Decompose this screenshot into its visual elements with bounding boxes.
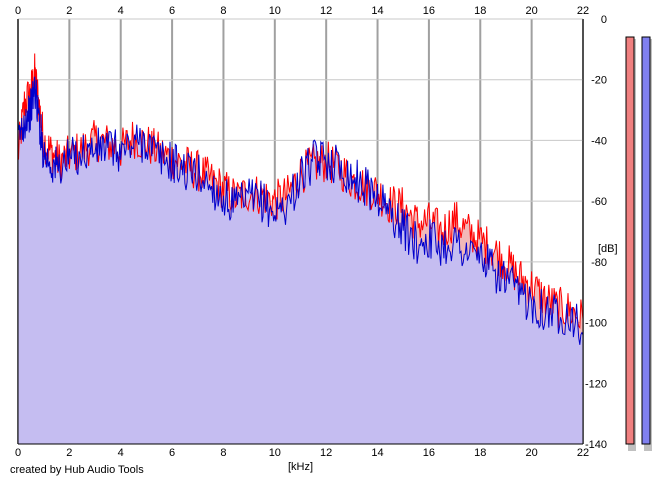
x-tick-label-top: 8 — [220, 5, 226, 17]
level-meter-bar — [625, 36, 635, 445]
x-tick-label-top: 4 — [118, 5, 124, 17]
chart-axes — [17, 19, 584, 445]
x-tick-label-top: 10 — [269, 5, 281, 17]
x-tick-label-top: 18 — [474, 5, 486, 17]
x-tick-labels-bottom: 0 2 4 6 8 10 12 14 16 18 20 22 — [15, 447, 589, 459]
x-tick-label-bottom: 14 — [371, 447, 383, 459]
spectrum-line-2 — [17, 76, 584, 345]
y-tick-label: -80 — [591, 257, 607, 269]
y-tick-label: 0 — [601, 14, 607, 26]
x-tick-labels-top: 0 2 4 6 8 10 12 14 16 18 20 22 — [15, 5, 589, 17]
x-tick-label-bottom: 10 — [269, 447, 281, 459]
spectrum-areas — [18, 53, 583, 445]
x-tick-label-bottom: 6 — [169, 447, 175, 459]
x-tick-label-top: 0 — [15, 5, 21, 17]
y-tick-label: -20 — [591, 75, 607, 87]
x-tick-label-bottom: 16 — [423, 447, 435, 459]
x-tick-label-bottom: 0 — [15, 447, 21, 459]
y-axis-label: [dB] — [598, 243, 618, 255]
x-tick-label-bottom: 18 — [474, 447, 486, 459]
x-tick-label-bottom: 4 — [118, 447, 124, 459]
y-tick-label: -140 — [585, 439, 607, 451]
x-tick-label-bottom: 12 — [320, 447, 332, 459]
x-tick-label-bottom: 8 — [220, 447, 226, 459]
x-tick-label-top: 2 — [66, 5, 72, 17]
y-tick-label: -100 — [585, 318, 607, 330]
x-tick-label-top: 16 — [423, 5, 435, 17]
y-tick-label: -120 — [585, 378, 607, 390]
y-tick-label: -40 — [591, 135, 607, 147]
spectrum-lines — [17, 53, 584, 345]
x-tick-label-top: 20 — [526, 5, 538, 17]
level-meters — [625, 36, 652, 451]
x-tick-label-top: 14 — [371, 5, 383, 17]
x-tick-label-top: 12 — [320, 5, 332, 17]
spectrum-area-2 — [18, 77, 583, 445]
spectrum-line-1 — [17, 53, 584, 329]
level-meter-bar — [641, 36, 651, 445]
x-tick-label-top: 6 — [169, 5, 175, 17]
x-tick-label-top: 22 — [577, 5, 589, 17]
x-axis-label: [kHz] — [288, 461, 313, 473]
x-tick-label-bottom: 20 — [526, 447, 538, 459]
y-tick-labels: 0 -20 -40 -60 -80 -100 -120 -140 — [585, 14, 607, 451]
x-tick-label-bottom: 2 — [66, 447, 72, 459]
y-tick-label: -60 — [591, 196, 607, 208]
x-tick-label-bottom: 22 — [577, 447, 589, 459]
credit-text: created by Hub Audio Tools — [10, 464, 144, 476]
